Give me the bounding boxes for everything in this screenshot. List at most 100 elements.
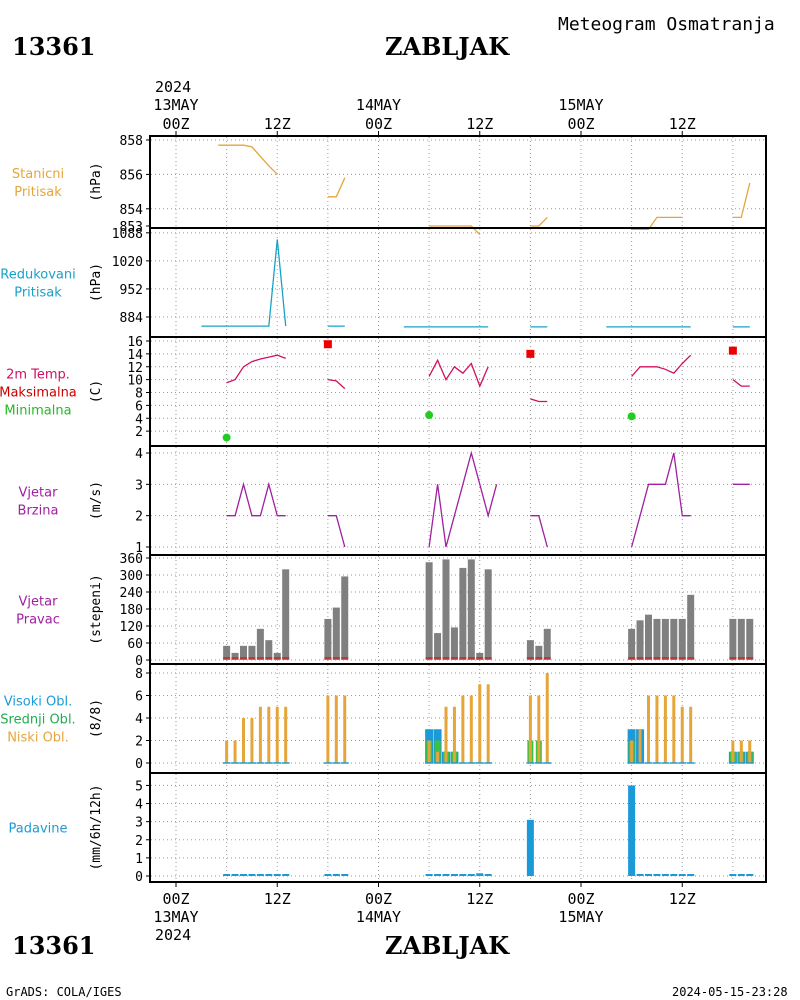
y-tick-label: 8 — [135, 387, 143, 402]
cloud-low-bar — [436, 751, 440, 763]
precip-bar — [240, 874, 247, 876]
cloud-low-bar — [258, 706, 262, 763]
panel-label: Vjetar — [19, 486, 59, 501]
tmax-marker — [323, 340, 332, 349]
direction-bar — [661, 618, 669, 660]
series-line — [631, 216, 683, 231]
y-tick-label: 360 — [120, 552, 143, 567]
x-tick-label-top: 12Z — [264, 115, 291, 133]
precip-bar — [265, 874, 273, 876]
cloud-low-bar — [638, 729, 642, 763]
y-tick-label: 6 — [135, 399, 143, 414]
tmax-marker — [728, 346, 737, 355]
panel-label: Redukovani — [0, 268, 75, 283]
panel-wind_direction: 360 300 240 180 120 60 0 (stepeni) Vjetar Pravac — [16, 552, 767, 669]
panel-label: Padavine — [9, 822, 68, 837]
y-tick-label: 6 — [135, 690, 143, 705]
y-tick-label: 1020 — [112, 255, 143, 270]
precip-bar — [645, 874, 652, 876]
cloud-low-bar — [461, 695, 465, 763]
precip-bar — [459, 874, 467, 876]
direction-bar — [256, 628, 264, 660]
cloud-low-bar — [478, 684, 482, 763]
cloud-low-bar — [739, 740, 743, 763]
precip-bar — [484, 874, 492, 876]
precip-bar — [434, 874, 442, 876]
direction-bar — [670, 618, 678, 660]
panel-reduced: 1088 1020 952 884 (hPa) Redukovani Pritisak — [0, 227, 767, 338]
direction-bar — [467, 559, 475, 660]
x-tick-label-top: 00Z — [162, 115, 189, 133]
panel-label: Stanicni — [12, 167, 64, 182]
y-tick-label: 856 — [120, 168, 143, 183]
y-tick-label: 300 — [120, 569, 143, 584]
cloud-low-bar — [452, 706, 456, 763]
day-label-top: 13MAY — [153, 96, 198, 114]
cloud-low-bar — [242, 718, 245, 763]
product-title: Meteogram Osmatranja — [558, 14, 775, 35]
precip-bar — [526, 819, 534, 876]
precip-bar — [653, 874, 661, 876]
day-label-top: 15MAY — [558, 96, 603, 114]
direction-bar — [248, 645, 256, 660]
y-tick-label: 14 — [127, 348, 143, 363]
direction-bar — [729, 618, 737, 660]
direction-bar — [737, 618, 745, 660]
direction-bar — [653, 618, 661, 660]
panel-label: Pritisak — [14, 286, 62, 301]
panel-label: Brzina — [18, 504, 59, 519]
cloud-low-bar — [427, 740, 431, 763]
direction-bar — [687, 594, 695, 660]
y-tick-label: 4 — [135, 447, 143, 462]
panel-label: Maksimalna — [0, 386, 77, 401]
series-line — [429, 225, 481, 236]
cloud-low-bar — [334, 695, 338, 763]
series-line — [218, 144, 278, 175]
cloud-low-bar — [672, 695, 676, 763]
direction-bar — [746, 618, 754, 660]
y-tick-label: 60 — [127, 637, 143, 652]
series-line — [226, 354, 286, 384]
cloud-low-bar — [284, 706, 288, 763]
series-line — [428, 358, 489, 388]
precip-bar — [324, 874, 332, 876]
precip-bar — [256, 874, 264, 876]
y-unit-label: (mm/6h/12h) — [89, 784, 104, 870]
panel-label: Srednji Obl. — [0, 713, 75, 728]
precip-bar — [332, 874, 340, 876]
direction-bar — [332, 607, 340, 660]
y-tick-label: 8 — [135, 667, 143, 682]
cloud-low-bar — [655, 695, 659, 763]
y-tick-label: 853 — [120, 220, 143, 235]
panel-label: Vjetar — [19, 595, 59, 610]
timestamp-label: 2024-05-15-23:28 — [672, 985, 788, 999]
series-line — [226, 481, 286, 517]
station-name-footer: ZABLJAK — [385, 931, 510, 960]
panel-label: Niski Obl. — [7, 731, 69, 746]
direction-bar — [231, 652, 239, 660]
direction-bar — [678, 618, 686, 660]
x-tick-label-bottom: 12Z — [466, 890, 493, 908]
y-unit-label: (stepeni) — [89, 574, 104, 644]
x-tick-label-bottom: 12Z — [264, 890, 291, 908]
series-line — [530, 398, 548, 403]
x-tick-label-bottom: 00Z — [567, 890, 594, 908]
series-line — [327, 515, 346, 548]
y-unit-label: (m/s) — [89, 481, 104, 520]
cloud-low-bar — [528, 695, 532, 763]
x-tick-label-top: 00Z — [365, 115, 392, 133]
cloud-low-bar — [444, 706, 448, 763]
panel-label: 2m Temp. — [6, 368, 70, 383]
direction-bar — [459, 567, 467, 660]
direction-bar — [543, 628, 551, 660]
tmin-marker — [627, 412, 636, 421]
series-line — [327, 177, 346, 198]
y-tick-label: 884 — [120, 311, 144, 326]
direction-bar — [442, 559, 450, 660]
y-tick-label: 1 — [135, 541, 143, 556]
direction-bar — [341, 576, 349, 660]
y-tick-label: 3 — [135, 816, 143, 831]
y-tick-label: 12 — [127, 361, 143, 376]
precip-bar — [628, 785, 636, 876]
